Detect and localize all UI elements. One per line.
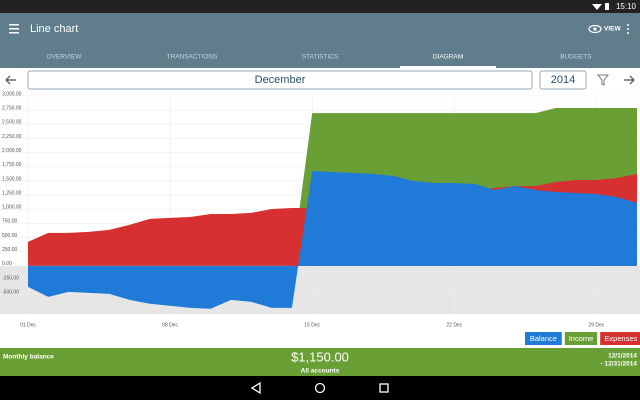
back-button[interactable] <box>250 381 261 395</box>
prev-button[interactable] <box>5 75 16 85</box>
y-tick-label: 3,000.00 <box>2 91 22 97</box>
legend-label: Income <box>569 334 594 343</box>
y-tick-label: 2,000.00 <box>2 148 22 154</box>
tab-indicator <box>400 66 496 68</box>
x-tick-label: 01 Dec <box>20 322 36 328</box>
y-tick-label: 1,750.00 <box>2 162 22 168</box>
legend-label: Balance <box>530 334 557 343</box>
y-tick-label: -500.00 <box>2 290 19 296</box>
y-tick-label: 500.00 <box>2 233 18 239</box>
app-title: Line chart <box>30 23 78 35</box>
legend-box[interactable] <box>525 332 562 345</box>
view-icon-pupil <box>593 27 597 31</box>
year-box[interactable] <box>539 70 587 90</box>
view-button[interactable]: VIEW <box>604 26 621 33</box>
month-label: December <box>255 74 306 86</box>
footer <box>0 348 640 376</box>
y-tick-label: 1,500.00 <box>2 176 22 182</box>
y-tick-label: 2,500.00 <box>2 120 22 126</box>
footer-label: Monthly balance <box>3 354 54 361</box>
legend-box[interactable] <box>600 332 640 345</box>
month-box[interactable] <box>27 70 533 90</box>
tab[interactable]: TRANSACTIONS <box>167 54 219 61</box>
date-to: - 12/31/2014 <box>600 361 637 368</box>
legend-box[interactable] <box>564 332 598 345</box>
x-tick-label: 29 Dec <box>588 322 604 328</box>
app-bar <box>0 13 640 68</box>
menu-button[interactable] <box>9 24 19 34</box>
battery-icon <box>605 3 609 10</box>
tab[interactable]: BUDGETS <box>560 54 592 61</box>
y-tick-label: 0.00 <box>2 261 12 267</box>
home-button[interactable] <box>314 382 326 394</box>
overflow-menu[interactable] <box>627 24 629 34</box>
status-bar <box>0 0 640 13</box>
y-tick-label: 1,000.00 <box>2 205 22 211</box>
filter-button[interactable] <box>596 74 610 86</box>
y-tick-label: 2,750.00 <box>2 105 22 111</box>
tab[interactable]: DIAGRAM <box>433 54 463 61</box>
legend-label: Expenses <box>604 334 637 343</box>
date-from: 12/1/2014 <box>608 353 637 360</box>
tab[interactable]: STATISTICS <box>302 54 339 61</box>
y-tick-label: -250.00 <box>2 275 19 281</box>
footer-amount: $1,150.00 <box>291 349 349 364</box>
footer-accounts: All accounts <box>301 368 340 375</box>
x-tick-label: 22 Dec <box>446 322 462 328</box>
nav-bar <box>0 376 640 400</box>
x-tick-label: 08 Dec <box>162 322 178 328</box>
recents-button[interactable] <box>379 383 389 393</box>
clock: 15:10 <box>616 2 637 11</box>
view-icon[interactable] <box>588 24 602 34</box>
y-tick-label: 250.00 <box>2 247 18 253</box>
y-tick-label: 1,250.00 <box>2 190 22 196</box>
area <box>28 170 637 309</box>
y-tick-label: 750.00 <box>2 219 18 225</box>
x-tick-label: 15 Dec <box>304 322 320 328</box>
wifi-icon <box>592 4 602 10</box>
year-label: 2014 <box>551 74 575 86</box>
next-button[interactable] <box>624 75 635 85</box>
tab[interactable]: OVERVIEW <box>47 54 83 61</box>
y-tick-label: 2,250.00 <box>2 134 22 140</box>
